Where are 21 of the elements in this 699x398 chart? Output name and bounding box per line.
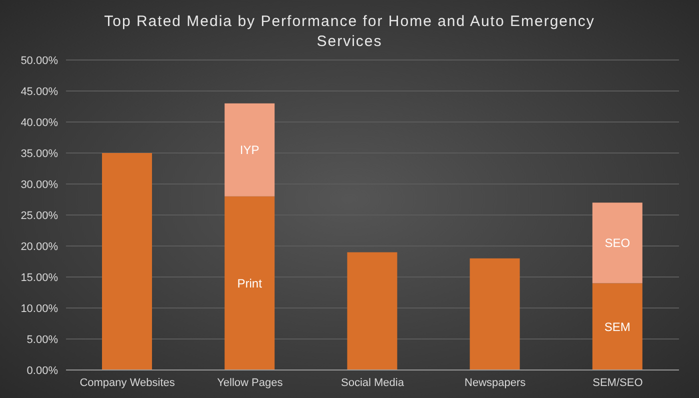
data-label: SEM [604, 320, 630, 334]
y-tick-label: 0.00% [26, 364, 58, 377]
y-tick-label: 10.00% [20, 302, 58, 315]
x-tick-label: Social Media [341, 376, 405, 389]
y-tick-label: 25.00% [20, 210, 58, 222]
y-tick-label: 15.00% [20, 272, 58, 284]
data-label: SEO [604, 236, 630, 250]
data-label: Print [237, 276, 263, 290]
y-tick-label: 20.00% [20, 240, 58, 253]
y-tick-label: 30.00% [20, 178, 58, 191]
x-tick-label: Newspapers [464, 376, 526, 389]
x-tick-label: Yellow Pages [217, 376, 284, 389]
x-tick-label: Company Websites [80, 376, 176, 389]
chart-title: Top Rated Media by Performance for Home and Auto Emergency Services [103, 12, 596, 52]
y-tick-label: 5.00% [26, 334, 58, 346]
y-tick-label: 35.00% [20, 148, 58, 160]
data-label: IYP [240, 143, 260, 158]
y-tick-label: 40.00% [20, 116, 58, 129]
y-tick-label: 45.00% [20, 86, 58, 98]
x-tick-label: SEM/SEO [592, 376, 644, 389]
y-tick-label: 50.00% [20, 54, 58, 67]
